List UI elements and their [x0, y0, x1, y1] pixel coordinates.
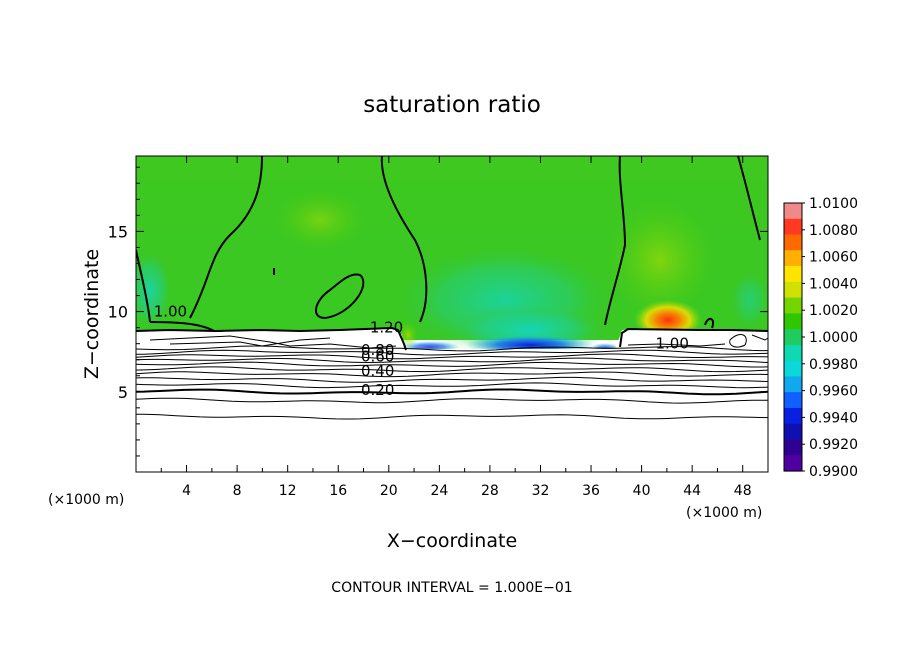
layer-contour-line — [136, 353, 768, 360]
colorbar-label: 1.0020 — [809, 303, 858, 319]
contour-label: 1.20 — [370, 318, 403, 336]
colorbar-segment — [784, 297, 802, 314]
colorbar: 1.0100 1.0080 1.0060 1.0040 1.0020 1.0000 0.99… — [783, 196, 858, 480]
colorbar-label: 1.0040 — [809, 276, 858, 292]
colorbar-segment — [784, 439, 802, 456]
y-tick-label: 15 — [108, 222, 128, 241]
colorbar-label: 0.9920 — [809, 437, 858, 453]
colorbar-segment — [784, 313, 802, 330]
layer-contour-line — [136, 397, 768, 404]
x-unit-right: (×1000 m) — [686, 505, 762, 521]
layer-contour-line — [136, 388, 768, 396]
colorbar-label: 1.0100 — [809, 196, 858, 212]
contour-label: 1.00 — [656, 334, 689, 352]
x-axis-ticks: 4 8 12 16 20 24 28 32 36 40 44 48 — [160, 156, 752, 499]
colorbar-segment — [784, 218, 802, 236]
x-axis-label: X−coordinate — [387, 530, 517, 552]
contour-labels: 1.00 1.20 1.00 0.800.600.400.20 — [154, 302, 689, 399]
colorbar-label: 0.9900 — [809, 464, 858, 480]
x-tick-label: 28 — [481, 483, 499, 499]
colorbar-segment — [784, 455, 802, 472]
layer-contour-line — [136, 366, 768, 373]
plot-frame — [135, 155, 769, 473]
contour-lines-layers — [136, 345, 768, 420]
x-tick-label: 12 — [279, 483, 297, 499]
layer-contour-line — [136, 349, 768, 356]
field-anomalies — [136, 190, 768, 355]
chart-title: saturation ratio — [363, 92, 541, 118]
colorbar-label: 1.0000 — [809, 330, 858, 346]
colorbar-segment — [784, 360, 802, 378]
colorbar-segment — [784, 423, 802, 441]
layer-contour-line — [136, 357, 768, 364]
colorbar-segment — [784, 281, 802, 299]
colorbar-segment — [784, 203, 802, 220]
y-tick-label: 10 — [108, 303, 128, 322]
contour-interval-footer: CONTOUR INTERVAL = 1.000E−01 — [331, 580, 572, 596]
y-tick-label: 5 — [118, 383, 128, 402]
y-axis-label: Z−coordinate — [81, 249, 103, 379]
colorbar-segment — [784, 344, 802, 362]
colorbar-segment — [784, 407, 802, 425]
contour-label: 0.60 — [361, 347, 394, 365]
y-axis-ticks: 5 10 15 — [108, 166, 768, 457]
layer-contour-line — [136, 371, 768, 378]
x-tick-label: 20 — [380, 483, 398, 499]
colorbar-segment — [784, 266, 802, 283]
layer-contour-line — [136, 345, 768, 352]
layer-contour-line — [136, 382, 768, 389]
contour-label: 1.00 — [154, 302, 187, 320]
layer-contour-line — [136, 413, 768, 420]
x-tick-label: 44 — [683, 483, 701, 499]
x-tick-label: 32 — [532, 483, 550, 499]
x-tick-label: 8 — [233, 483, 242, 499]
colorbar-segment — [784, 250, 802, 267]
colorbar-segment — [784, 392, 802, 409]
contour-label: 0.80 — [361, 341, 394, 359]
colorbar-label: 0.9980 — [809, 357, 858, 373]
colorbar-label: 0.9960 — [809, 384, 858, 400]
plot-area: 1.00 1.20 1.00 0.800.600.400.20 — [136, 156, 768, 472]
colorbar-segment — [784, 376, 802, 393]
x-unit-left: (×1000 m) — [48, 492, 124, 508]
colorbar-segment — [784, 234, 802, 251]
contour-label: 0.40 — [361, 362, 394, 380]
colorbar-label: 1.0080 — [809, 223, 858, 239]
layer-contour-line — [136, 361, 768, 368]
layer-contour-line — [136, 376, 768, 383]
colorbar-label: 0.9940 — [809, 410, 858, 426]
x-tick-label: 16 — [329, 483, 347, 499]
x-tick-label: 24 — [430, 483, 448, 499]
x-tick-label: 36 — [582, 483, 600, 499]
x-tick-label: 4 — [182, 483, 191, 499]
colorbar-segment — [784, 329, 802, 346]
colorbar-label: 1.0060 — [809, 250, 858, 266]
contour-label: 0.20 — [361, 381, 394, 399]
x-tick-label: 48 — [734, 483, 752, 499]
x-tick-label: 40 — [633, 483, 651, 499]
contour-lines-upper — [136, 156, 761, 332]
